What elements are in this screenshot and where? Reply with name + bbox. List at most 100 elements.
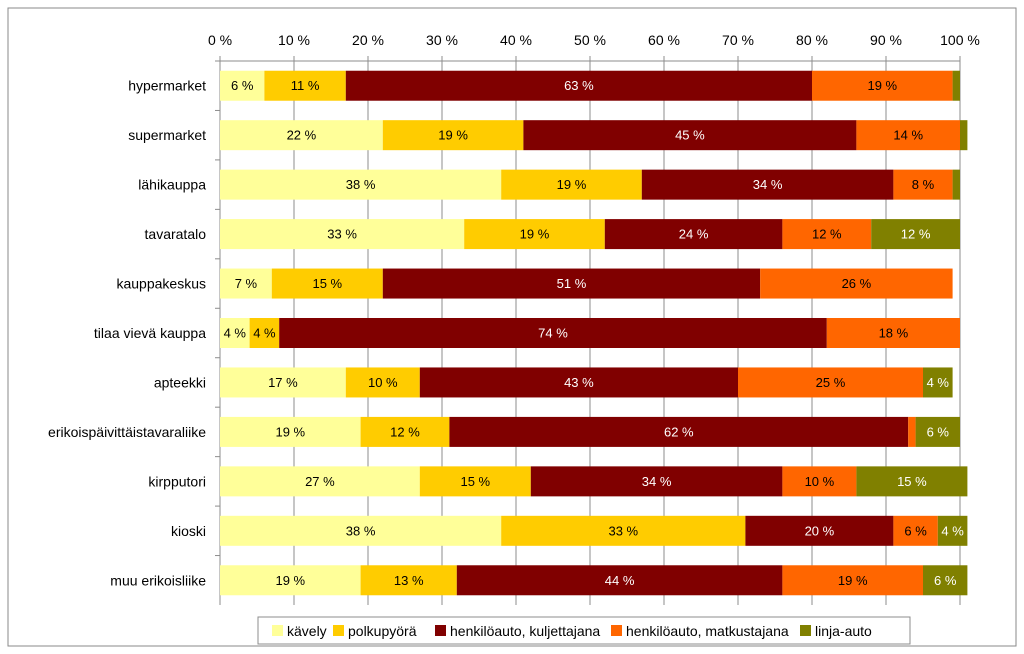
bar-segment <box>220 318 250 348</box>
bar-value-label: 33 % <box>327 227 357 242</box>
bar-value-label: 11 % <box>291 78 320 93</box>
legend-label: henkilöauto, matkustajana <box>626 623 789 639</box>
bar-value-label: 10 % <box>368 375 398 390</box>
bar-segment <box>782 466 857 497</box>
x-tick-label: 30 % <box>426 32 458 48</box>
bar-value-label: 38 % <box>346 523 376 538</box>
bar-value-label: 19 % <box>275 424 305 439</box>
bar-segment <box>501 169 642 200</box>
bar-segment <box>923 565 968 596</box>
category-label: supermarket <box>128 127 206 143</box>
bar-value-label: 17 % <box>268 375 298 390</box>
bar-value-label: 62 % <box>664 424 694 439</box>
bar-segment <box>249 318 280 348</box>
bar-value-label: 19 % <box>867 78 897 93</box>
bar-value-label: 12 % <box>390 424 420 439</box>
bar-segment <box>345 367 420 398</box>
bar-segment <box>456 565 783 596</box>
bar-segment <box>530 466 783 497</box>
bar-segment <box>220 515 502 546</box>
bar-value-label: 44 % <box>605 573 635 588</box>
bar-value-label: 7 % <box>235 276 258 291</box>
bar-value-label: 6 % <box>231 78 254 93</box>
bar-segment <box>826 318 960 348</box>
bar-value-label: 12 % <box>812 227 842 242</box>
bar-segment <box>220 219 465 250</box>
bar-value-label: 15 % <box>897 474 927 489</box>
bar-segment <box>745 515 894 546</box>
category-axis: hypermarket supermarket lähikauppa tavarata… <box>48 60 221 605</box>
bar-value-label: 4 % <box>927 375 950 390</box>
bar-segment <box>738 367 923 398</box>
bar-value-label: 4 % <box>224 326 247 341</box>
bar-segment <box>220 416 361 447</box>
bar-value-label: 74 % <box>538 326 568 341</box>
bars <box>220 70 968 596</box>
category-label: muu erikoisliike <box>110 572 206 588</box>
bar-value-label: 24 % <box>679 227 709 242</box>
legend-swatch <box>272 625 283 636</box>
bar-segment <box>419 466 531 497</box>
category-label: apteekki <box>154 374 206 390</box>
bar-value-label: 43 % <box>564 375 594 390</box>
bar-segment <box>960 120 968 151</box>
x-tick-label: 90 % <box>870 32 902 48</box>
bar-segment <box>604 219 783 250</box>
category-label: hypermarket <box>128 78 206 94</box>
bar-segment <box>382 120 524 151</box>
bar-segment <box>937 515 968 546</box>
bar-value-label: 4 % <box>941 523 964 538</box>
bar-segment <box>464 219 605 250</box>
bar-segment <box>915 416 960 447</box>
bar-value-label: 12 % <box>901 227 931 242</box>
bar-segment <box>220 268 272 299</box>
bar-segment <box>419 367 738 398</box>
bar-segment <box>923 367 953 398</box>
bar-value-label: 20 % <box>805 523 835 538</box>
bar-value-label: 34 % <box>753 177 783 192</box>
legend: kävely polkupyörä henkilöauto, kuljettajan… <box>257 616 911 645</box>
bar-value-label: 4 % <box>253 326 276 341</box>
bar-segment <box>952 169 960 200</box>
bar-value-label: 6 % <box>904 523 927 538</box>
bar-segment <box>812 70 953 101</box>
x-tick-label: 50 % <box>574 32 606 48</box>
bar-segment <box>523 120 857 151</box>
category-label: kioski <box>171 523 206 539</box>
bar-segment <box>449 416 909 447</box>
legend-label: henkilöauto, kuljettajana <box>450 623 600 639</box>
bar-value-label: 51 % <box>557 276 587 291</box>
legend-label: kävely <box>287 623 327 639</box>
category-label: tavaratalo <box>145 226 207 242</box>
bar-value-label: 38 % <box>346 177 376 192</box>
bar-segment <box>641 169 894 200</box>
bar-value-label: 8 % <box>912 177 935 192</box>
bar-value-label: 19 % <box>838 573 868 588</box>
bar-value-label: 25 % <box>816 375 846 390</box>
legend-swatch <box>800 625 811 636</box>
bar-value-label: 19 % <box>438 128 468 143</box>
category-label: erikoispäivittäistavaraliike <box>48 424 206 440</box>
bar-value-label: 13 % <box>394 573 424 588</box>
bar-value-label: 18 % <box>879 326 909 341</box>
bar-value-label: 33 % <box>608 523 638 538</box>
bar-value-label: 6 % <box>927 424 950 439</box>
bar-value-label: 19 % <box>520 227 550 242</box>
x-tick-label: 10 % <box>278 32 310 48</box>
bar-segment <box>220 70 265 101</box>
bar-value-label: 10 % <box>805 474 835 489</box>
bar-value-label: 14 % <box>893 128 923 143</box>
x-tick-label: 20 % <box>352 32 384 48</box>
bar-value-label: 34 % <box>642 474 672 489</box>
legend-swatch <box>435 625 446 636</box>
bar-value-label: 26 % <box>842 276 872 291</box>
bar-value-label: 27 % <box>305 474 335 489</box>
bar-segment <box>345 70 812 101</box>
legend-swatch <box>611 625 622 636</box>
bar-segment <box>360 565 457 596</box>
x-tick-label: 80 % <box>796 32 828 48</box>
data-labels: 6 % 11 % 63 % 19 % 22 % 19 % 45 % 14 % 38 % 19 % 3… <box>224 78 965 588</box>
x-tick-label: 0 % <box>208 32 232 48</box>
x-tick-label: 100 % <box>940 32 980 48</box>
